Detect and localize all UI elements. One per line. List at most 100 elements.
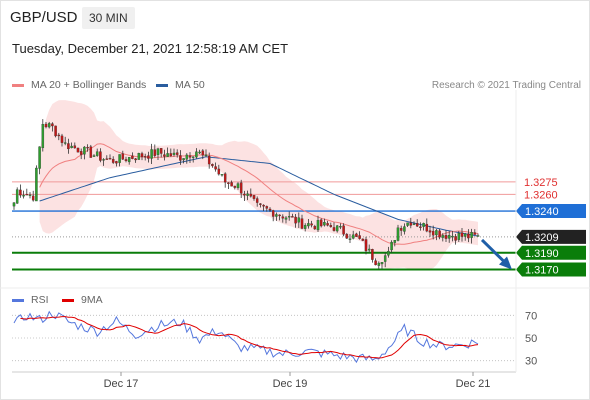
candle (451, 235, 454, 238)
candle (15, 189, 19, 204)
candle (348, 238, 352, 240)
candle (467, 233, 470, 239)
rsi-ma9-line (20, 316, 479, 359)
level-label-2: 1.3240 (525, 206, 559, 218)
candle (259, 203, 262, 205)
candle (182, 158, 185, 161)
level-tag-3 (516, 229, 586, 244)
candle (217, 168, 221, 175)
candle (284, 217, 288, 220)
candle (131, 155, 134, 159)
candle (230, 182, 233, 187)
candle (377, 262, 381, 266)
candle (47, 123, 51, 128)
candle (406, 222, 409, 226)
candle (412, 223, 416, 225)
ma20-line (39, 143, 479, 245)
candle (470, 232, 473, 238)
ma50-line (39, 156, 479, 237)
candle (54, 125, 57, 137)
timeframe-badge[interactable]: 30 MIN (82, 7, 135, 29)
candle (463, 233, 467, 237)
candle (121, 153, 125, 160)
candle (220, 174, 224, 176)
legend-ma20-label: MA 20 + Bollinger Bands (31, 79, 147, 91)
x-tick-label-0: Dec 17 (104, 378, 139, 390)
candle (345, 234, 349, 239)
x-tick-label-1: Dec 19 (273, 378, 308, 390)
candle (89, 146, 93, 158)
candle (313, 226, 317, 230)
candle (374, 260, 377, 266)
candle (73, 145, 77, 149)
candle (179, 155, 182, 161)
candle (403, 226, 406, 232)
candle (323, 222, 326, 226)
candle (124, 159, 128, 162)
rsi-tick-0: 70 (525, 310, 537, 322)
candle (419, 226, 422, 228)
candle (355, 233, 358, 237)
rsi-tick-2: 30 (525, 356, 537, 368)
candle (265, 206, 269, 209)
candle (425, 223, 429, 232)
candle (431, 230, 435, 236)
candle (198, 151, 201, 154)
level-label-3: 1.3209 (525, 232, 559, 244)
candle (287, 216, 291, 218)
level-tag-2 (516, 204, 586, 219)
candle (99, 151, 102, 161)
datetime-label: Tuesday, December 21, 2021 12:58:19 AM C… (12, 41, 289, 56)
candle (159, 148, 163, 154)
candle (473, 232, 477, 235)
level-tag-5 (516, 262, 586, 277)
candle (243, 193, 246, 196)
candle (454, 236, 457, 241)
candle (211, 164, 214, 166)
candle (422, 223, 425, 227)
candle (150, 149, 153, 159)
candle (38, 146, 41, 169)
candle (291, 216, 294, 218)
candle (396, 227, 400, 241)
ma50-swatch (156, 83, 168, 87)
level-label-5: 1.3170 (525, 264, 559, 276)
candle (185, 154, 189, 160)
candle (371, 249, 374, 260)
candle (367, 248, 371, 251)
candle (83, 146, 86, 155)
candle (76, 147, 80, 153)
candle (399, 228, 403, 231)
candle (460, 232, 464, 237)
level-label-1: 1.3260 (524, 189, 558, 201)
candle (438, 230, 441, 238)
rsi-swatch (12, 298, 24, 302)
candle (163, 154, 166, 157)
candle (166, 153, 169, 157)
candle (115, 161, 118, 164)
candle (435, 230, 438, 236)
rsi-line (13, 310, 479, 364)
candle (169, 153, 173, 157)
candle (364, 239, 368, 252)
candle (339, 226, 342, 228)
candle (319, 219, 323, 227)
candle (300, 218, 304, 229)
candle (60, 135, 64, 143)
candle (351, 234, 355, 239)
candle (108, 158, 112, 160)
candle (332, 227, 336, 231)
candle (271, 210, 275, 217)
candle (201, 150, 205, 156)
legend-ma50-label: MA 50 (175, 79, 205, 91)
candle (294, 216, 297, 224)
candle (134, 158, 137, 161)
candle (326, 223, 329, 226)
candle (383, 255, 387, 262)
level-label-0: 1.3275 (524, 177, 558, 189)
candle (12, 202, 16, 207)
candle (335, 225, 339, 232)
candle (387, 250, 390, 256)
candle (137, 153, 141, 160)
candle (204, 154, 208, 157)
